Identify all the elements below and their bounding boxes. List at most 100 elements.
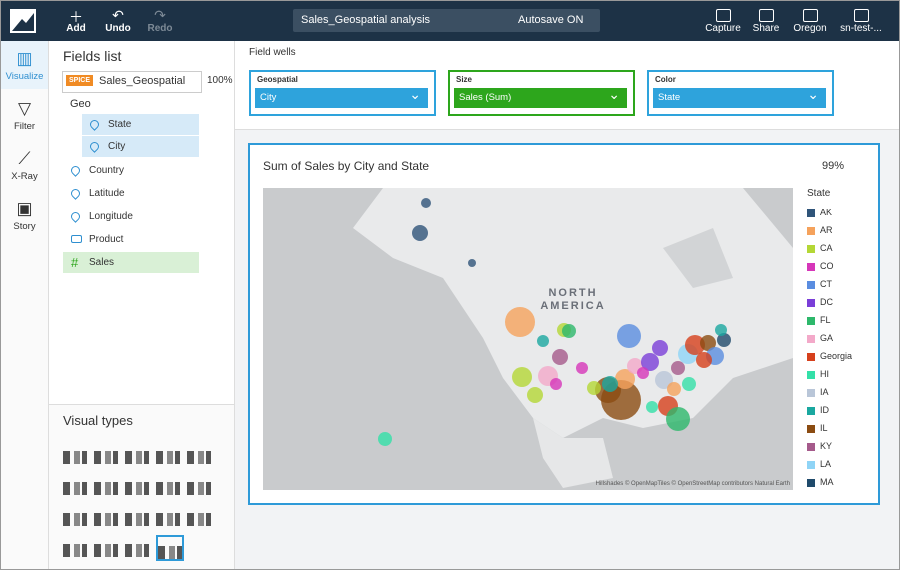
toolbar-button[interactable]: Oregon — [793, 23, 827, 34]
map-bubble[interactable] — [468, 259, 476, 267]
map-bubble[interactable] — [512, 367, 532, 387]
map-bubble[interactable] — [646, 401, 658, 413]
field[interactable]: Product — [63, 229, 199, 250]
map-bubble[interactable] — [682, 377, 696, 391]
legend-label[interactable]: KY — [820, 441, 833, 451]
visual-type[interactable] — [187, 442, 211, 464]
map-bubble[interactable] — [637, 367, 649, 379]
map-bubble[interactable] — [700, 335, 716, 351]
visual-type[interactable] — [156, 535, 184, 561]
toolbar-icon — [854, 9, 869, 22]
active-bg — [1, 41, 48, 89]
visual-type[interactable] — [125, 442, 149, 464]
visual-type[interactable] — [125, 473, 149, 495]
legend-label[interactable]: AR — [820, 225, 833, 235]
toolbar-button[interactable]: Capture — [705, 23, 741, 34]
legend-label[interactable]: HI — [820, 369, 829, 379]
dataset-select[interactable]: SPICE Sales_Geospatial — [62, 71, 202, 93]
map-bubble[interactable] — [421, 198, 431, 208]
legend-swatch — [807, 299, 815, 307]
map-bubble[interactable] — [685, 335, 705, 355]
autosave[interactable]: Autosave ON — [518, 14, 584, 26]
toolbar-icon — [759, 9, 774, 22]
map-bubble[interactable] — [666, 407, 690, 431]
legend-label[interactable]: DC — [820, 297, 833, 307]
legend-label[interactable]: Georgia — [820, 351, 853, 361]
legend-label[interactable]: IA — [820, 387, 829, 397]
legend-label[interactable]: AK — [820, 209, 833, 217]
visual-type[interactable] — [187, 504, 211, 526]
toolbar-button[interactable]: Share — [752, 23, 780, 34]
sidebar-button[interactable]: Visualize — [5, 71, 44, 82]
field-icon — [71, 235, 82, 243]
map-bubble[interactable] — [537, 335, 549, 347]
visual-type[interactable] — [63, 442, 87, 464]
sidebar-button[interactable]: Filter — [13, 121, 36, 132]
well-value[interactable]: City — [255, 84, 428, 108]
dataset: Sales_Geospatial — [99, 75, 186, 87]
visual-type[interactable] — [94, 535, 118, 557]
map-bubble[interactable] — [696, 352, 712, 368]
field[interactable]: Latitude — [63, 183, 199, 204]
map-bubble[interactable] — [641, 353, 659, 371]
legend-label[interactable]: CT — [820, 279, 832, 289]
legend-label[interactable]: GA — [820, 333, 834, 343]
map-bubble[interactable] — [550, 378, 562, 390]
toolbar-button[interactable]: Undo — [105, 23, 131, 34]
map-bubble[interactable] — [552, 349, 568, 365]
legend-swatch — [807, 245, 815, 253]
visual-type[interactable] — [94, 473, 118, 495]
well-value[interactable]: State — [653, 84, 826, 108]
map-bubble[interactable] — [717, 333, 731, 347]
visual-type[interactable] — [63, 535, 87, 557]
sidebar-button[interactable]: X-Ray — [11, 171, 38, 182]
legend-label[interactable]: CO — [820, 261, 834, 271]
map-bubble[interactable] — [412, 225, 428, 241]
visual-type[interactable] — [125, 535, 149, 557]
legend-label[interactable]: MA — [820, 477, 834, 487]
map-bubble[interactable] — [527, 387, 543, 403]
field[interactable]: # Sales — [63, 252, 199, 273]
map-bubble[interactable] — [587, 381, 601, 395]
map-bubble[interactable] — [562, 324, 576, 338]
visual-type[interactable] — [94, 442, 118, 464]
attribution: Hillshades © OpenMapTiles © OpenStreetMa… — [596, 480, 790, 487]
legend-swatch — [807, 209, 815, 217]
map-bubble[interactable] — [715, 324, 727, 336]
map-bubble[interactable] — [667, 382, 681, 396]
map-bubble[interactable] — [615, 369, 635, 389]
legend-label[interactable]: LA — [820, 459, 832, 469]
visual-type[interactable] — [156, 473, 180, 495]
map-bubble[interactable] — [602, 376, 618, 392]
toolbar-icon: ↶ — [112, 7, 124, 23]
field[interactable]: City — [82, 136, 199, 157]
map-bubble[interactable] — [671, 361, 685, 375]
analysis-name[interactable]: Sales_Geospatial analysis Autosave ON — [293, 9, 600, 32]
legend-label[interactable]: FL — [820, 315, 831, 325]
well-value[interactable]: Sales (Sum) — [454, 84, 627, 108]
legend-label[interactable]: IL — [820, 423, 828, 433]
toolbar-button[interactable]: Add — [66, 23, 86, 34]
visual-type[interactable] — [125, 504, 149, 526]
legend-label[interactable]: ID — [820, 405, 829, 415]
visual-type[interactable] — [156, 504, 180, 526]
map-bubble[interactable] — [378, 432, 392, 446]
toolbar-button[interactable]: sn-test-... — [840, 23, 882, 34]
field[interactable]: Longitude — [63, 206, 199, 227]
legend-label[interactable]: CA — [820, 243, 833, 253]
map-bubble[interactable] — [617, 324, 641, 348]
field[interactable]: State — [82, 114, 199, 135]
sidebar-button[interactable]: Story — [13, 221, 36, 232]
visual-type[interactable] — [63, 504, 87, 526]
map-bubble[interactable] — [655, 371, 673, 389]
visual-type[interactable] — [187, 473, 211, 495]
visual-type[interactable] — [156, 442, 180, 464]
field[interactable]: Country — [63, 160, 199, 181]
visual-type[interactable] — [94, 504, 118, 526]
map-bubble[interactable] — [505, 307, 535, 337]
group: Geo — [70, 98, 91, 110]
toolbar-button[interactable]: Redo — [147, 23, 173, 34]
map-bubble[interactable] — [652, 340, 668, 356]
visual-type[interactable] — [63, 473, 87, 495]
map-bubble[interactable] — [576, 362, 588, 374]
